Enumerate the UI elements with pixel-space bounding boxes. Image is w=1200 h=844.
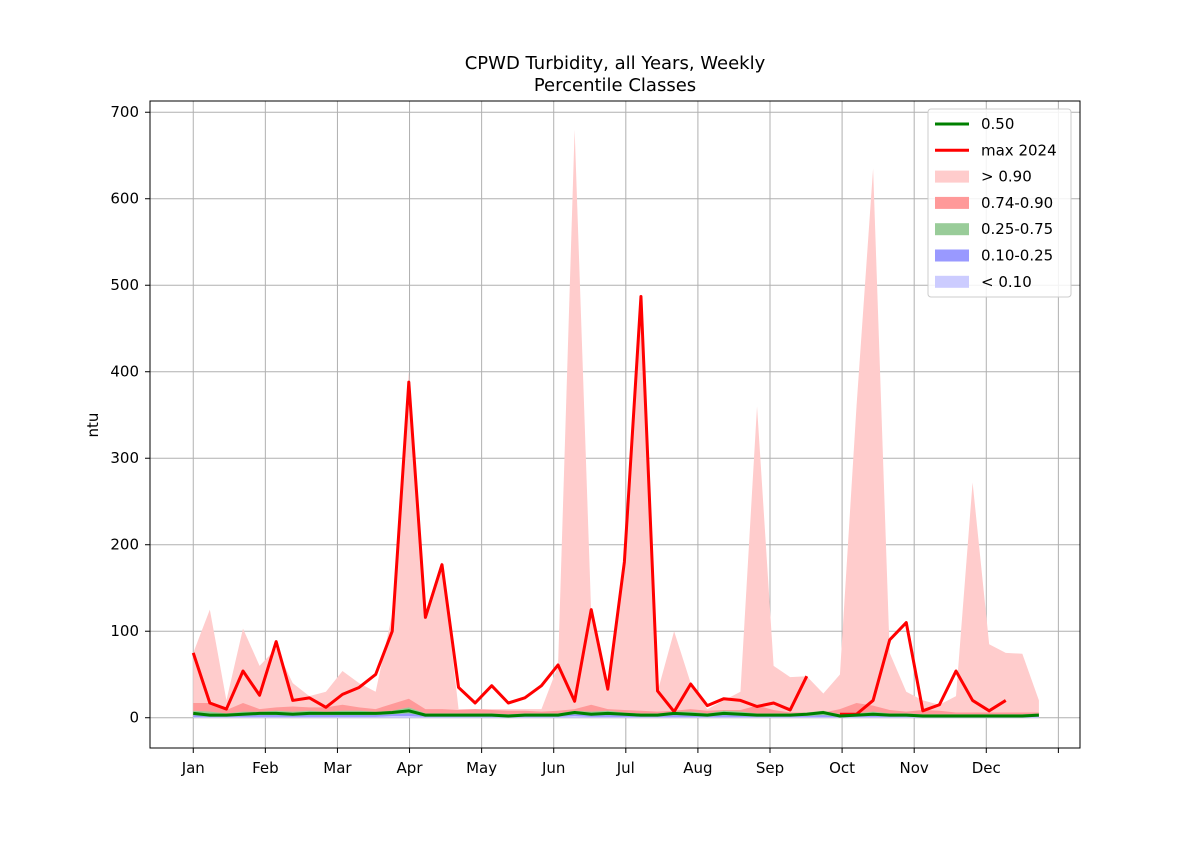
chart-title: CPWD Turbidity, all Years, Weekly	[465, 53, 766, 74]
legend-swatch	[935, 223, 969, 236]
band--0-10	[193, 715, 1039, 718]
legend-swatch	[935, 249, 969, 262]
legend-label: 0.74-0.90	[981, 194, 1053, 212]
y-tick-label: 700	[110, 103, 139, 121]
y-tick-label: 100	[110, 622, 139, 640]
x-tick-label: Aug	[683, 759, 712, 777]
series-lines	[191, 294, 1039, 718]
x-tick-label: Sep	[756, 759, 784, 777]
y-tick-label: 0	[129, 709, 139, 727]
x-tick-label: May	[466, 759, 497, 777]
x-tick-label: Jun	[541, 759, 565, 777]
chart-subtitle: Percentile Classes	[534, 75, 696, 96]
x-tick-label: Feb	[252, 759, 279, 777]
x-tick-label: Apr	[397, 759, 424, 777]
legend-swatch	[935, 196, 969, 209]
y-tick-label: 500	[110, 276, 139, 294]
legend-label: 0.10-0.25	[981, 247, 1053, 265]
x-tick-label: Dec	[972, 759, 1001, 777]
x-tick-label: Oct	[829, 759, 855, 777]
plot-frame	[149, 100, 1081, 749]
legend-label: < 0.10	[981, 273, 1032, 291]
y-tick-label: 300	[110, 449, 139, 467]
x-tick-label: Jan	[181, 759, 205, 777]
y-tick-label: 200	[110, 536, 139, 554]
line-max-2024	[191, 294, 809, 714]
axes: 0 100 200 300 400 500 600 700 Jan Feb Mar Apr May Jun…	[110, 100, 1081, 777]
band--0-90	[193, 129, 1039, 718]
legend-label: 0.25-0.75	[981, 220, 1053, 238]
legend-swatch	[935, 275, 969, 288]
x-tick-label: Jul	[616, 759, 635, 777]
legend-label: > 0.90	[981, 168, 1032, 186]
y-tick-label: 400	[110, 363, 139, 381]
y-tick-label: 600	[110, 190, 139, 208]
line-median	[193, 709, 1039, 718]
legend-label: max 2024	[981, 141, 1057, 159]
legend: 0.50 max 2024 > 0.90 0.74-0.90 0.25-0.75 0.10…	[927, 108, 1072, 298]
x-tick-label: Mar	[323, 759, 352, 777]
line-max-2024	[839, 621, 1007, 716]
legend-label: 0.50	[981, 115, 1014, 133]
x-tick-label: Nov	[900, 759, 929, 777]
y-axis-label: ntu	[84, 413, 102, 438]
legend-swatch	[935, 170, 969, 183]
